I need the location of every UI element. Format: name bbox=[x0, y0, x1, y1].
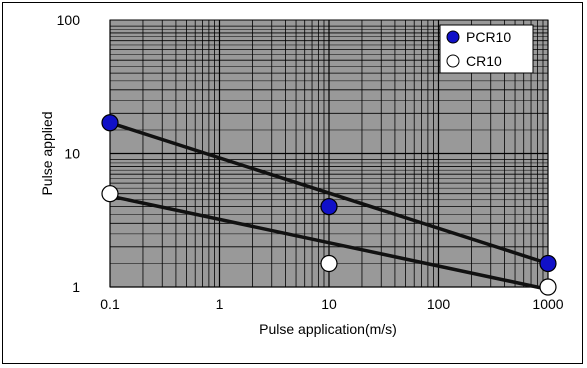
point-cr10 bbox=[101, 185, 119, 203]
x-tick-label: 1 bbox=[216, 296, 224, 312]
legend-marker-pcr10 bbox=[446, 30, 460, 44]
trendline-cr10 bbox=[108, 194, 550, 292]
point-pcr10 bbox=[101, 114, 119, 132]
y-tick-label: 100 bbox=[57, 12, 81, 28]
x-axis-label: Pulse application(m/s) bbox=[259, 321, 397, 337]
legend: PCR10 CR10 bbox=[439, 24, 534, 74]
point-pcr10 bbox=[320, 198, 338, 216]
trendlines bbox=[108, 120, 550, 292]
x-tick-label: 1000 bbox=[532, 296, 563, 312]
x-tick-label: 10 bbox=[321, 296, 337, 312]
point-pcr10 bbox=[539, 254, 557, 273]
y-axis-label: Pulse applied bbox=[39, 111, 55, 195]
data-points bbox=[101, 114, 557, 296]
y-tick-label: 1 bbox=[72, 279, 80, 295]
tick-labels: 0.1 1 10 100 1000 1 10 100 bbox=[57, 12, 564, 312]
point-cr10 bbox=[539, 278, 557, 296]
x-tick-label: 100 bbox=[427, 296, 451, 312]
trendline-pcr10 bbox=[108, 120, 550, 266]
legend-label-cr10: CR10 bbox=[466, 53, 502, 69]
legend-marker-cr10 bbox=[446, 54, 460, 68]
legend-label-pcr10: PCR10 bbox=[466, 29, 511, 45]
point-cr10 bbox=[320, 254, 338, 273]
y-tick-label: 10 bbox=[64, 146, 80, 162]
x-tick-label: 0.1 bbox=[100, 296, 120, 312]
